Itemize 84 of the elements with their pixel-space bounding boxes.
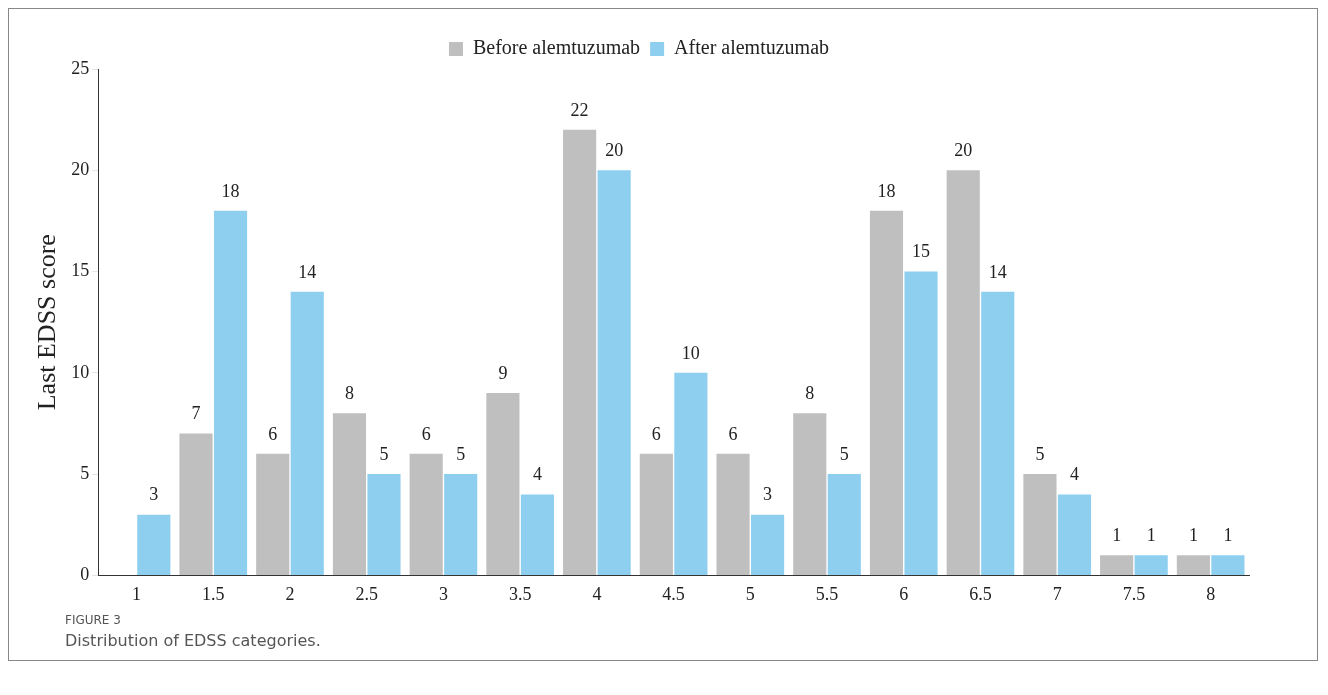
data-label: 6 xyxy=(268,423,278,444)
bar xyxy=(674,372,708,575)
bar xyxy=(869,210,904,575)
data-label: 6 xyxy=(728,423,738,444)
data-label: 9 xyxy=(498,362,508,383)
data-label: 3 xyxy=(763,484,773,505)
data-label: 1 xyxy=(1112,524,1122,545)
x-tick-label: 2.5 xyxy=(355,583,378,604)
bar xyxy=(256,453,290,575)
bar xyxy=(1023,474,1057,575)
bar xyxy=(137,514,171,575)
data-label: 14 xyxy=(298,261,317,282)
x-tick-label: 1 xyxy=(132,583,142,604)
data-label: 1 xyxy=(1146,524,1156,545)
data-label: 5 xyxy=(456,443,466,464)
bar xyxy=(981,291,1015,575)
bar xyxy=(520,494,554,575)
data-label: 7 xyxy=(191,403,201,424)
bar xyxy=(1134,555,1168,575)
y-tick-label: 5 xyxy=(80,462,90,483)
data-label: 6 xyxy=(651,423,661,444)
bar xyxy=(332,413,367,575)
x-tick-label: 7.5 xyxy=(1122,583,1146,604)
x-tick-label: 8 xyxy=(1206,583,1216,604)
bar xyxy=(179,433,213,575)
data-label: 18 xyxy=(221,180,240,201)
data-label: 18 xyxy=(877,180,896,201)
bar xyxy=(409,453,443,575)
data-label: 14 xyxy=(988,261,1007,282)
data-label: 5 xyxy=(839,443,849,464)
bar xyxy=(444,474,478,575)
bar xyxy=(904,271,938,575)
data-label: 20 xyxy=(954,140,973,161)
x-tick-label: 7 xyxy=(1052,583,1062,604)
x-tick-label: 6.5 xyxy=(969,583,992,604)
data-label: 5 xyxy=(379,443,389,464)
x-tick-label: 1.5 xyxy=(202,583,225,604)
bar xyxy=(639,453,673,575)
text: Distribution of EDSS categories. xyxy=(65,631,322,650)
bar xyxy=(716,453,750,575)
bar xyxy=(946,170,980,575)
data-label: 8 xyxy=(344,383,354,404)
x-tick-label: 4.5 xyxy=(662,583,685,604)
y-tick-label: 0 xyxy=(80,564,90,585)
y-tick-label: 10 xyxy=(71,361,90,382)
data-label: 15 xyxy=(912,241,931,262)
bar xyxy=(1176,555,1210,575)
data-label: 1 xyxy=(1223,524,1233,545)
bar xyxy=(597,170,631,575)
data-label: 4 xyxy=(532,464,542,485)
data-label: 10 xyxy=(681,342,700,363)
y-tick-label: 15 xyxy=(71,260,90,281)
bar xyxy=(1211,555,1245,575)
x-tick-label: 3 xyxy=(438,583,448,604)
bar xyxy=(367,474,401,575)
y-axis-title: Last EDSS score xyxy=(32,234,62,411)
legend-label: Before alemtuzumab xyxy=(472,36,641,59)
data-label: 6 xyxy=(421,423,431,444)
x-tick-label: 2 xyxy=(285,583,295,604)
bar xyxy=(1057,494,1092,575)
data-label: 1 xyxy=(1188,524,1198,545)
x-tick-label: 3.5 xyxy=(508,583,532,604)
y-tick-label: 25 xyxy=(71,57,90,78)
x-tick-label: 5.5 xyxy=(815,583,839,604)
bar xyxy=(290,291,324,575)
data-label: 5 xyxy=(1035,443,1045,464)
data-label: 4 xyxy=(1069,464,1079,485)
bar xyxy=(793,413,827,575)
x-tick-label: 5 xyxy=(745,583,755,604)
data-label: 3 xyxy=(149,484,159,505)
bar xyxy=(1100,555,1134,575)
x-tick-label: 4 xyxy=(592,583,602,604)
data-label: 22 xyxy=(570,99,589,120)
bar xyxy=(751,514,785,575)
data-label: 8 xyxy=(805,383,815,404)
caption: FIGURE 3 xyxy=(65,613,122,627)
legend-label: After alemtuzumab xyxy=(674,36,830,59)
bar xyxy=(563,129,597,575)
bar xyxy=(486,393,520,575)
bar xyxy=(827,474,861,575)
x-tick-label: 6 xyxy=(899,583,909,604)
bar xyxy=(213,210,248,575)
y-tick-label: 20 xyxy=(71,159,90,180)
data-label: 20 xyxy=(605,140,624,161)
